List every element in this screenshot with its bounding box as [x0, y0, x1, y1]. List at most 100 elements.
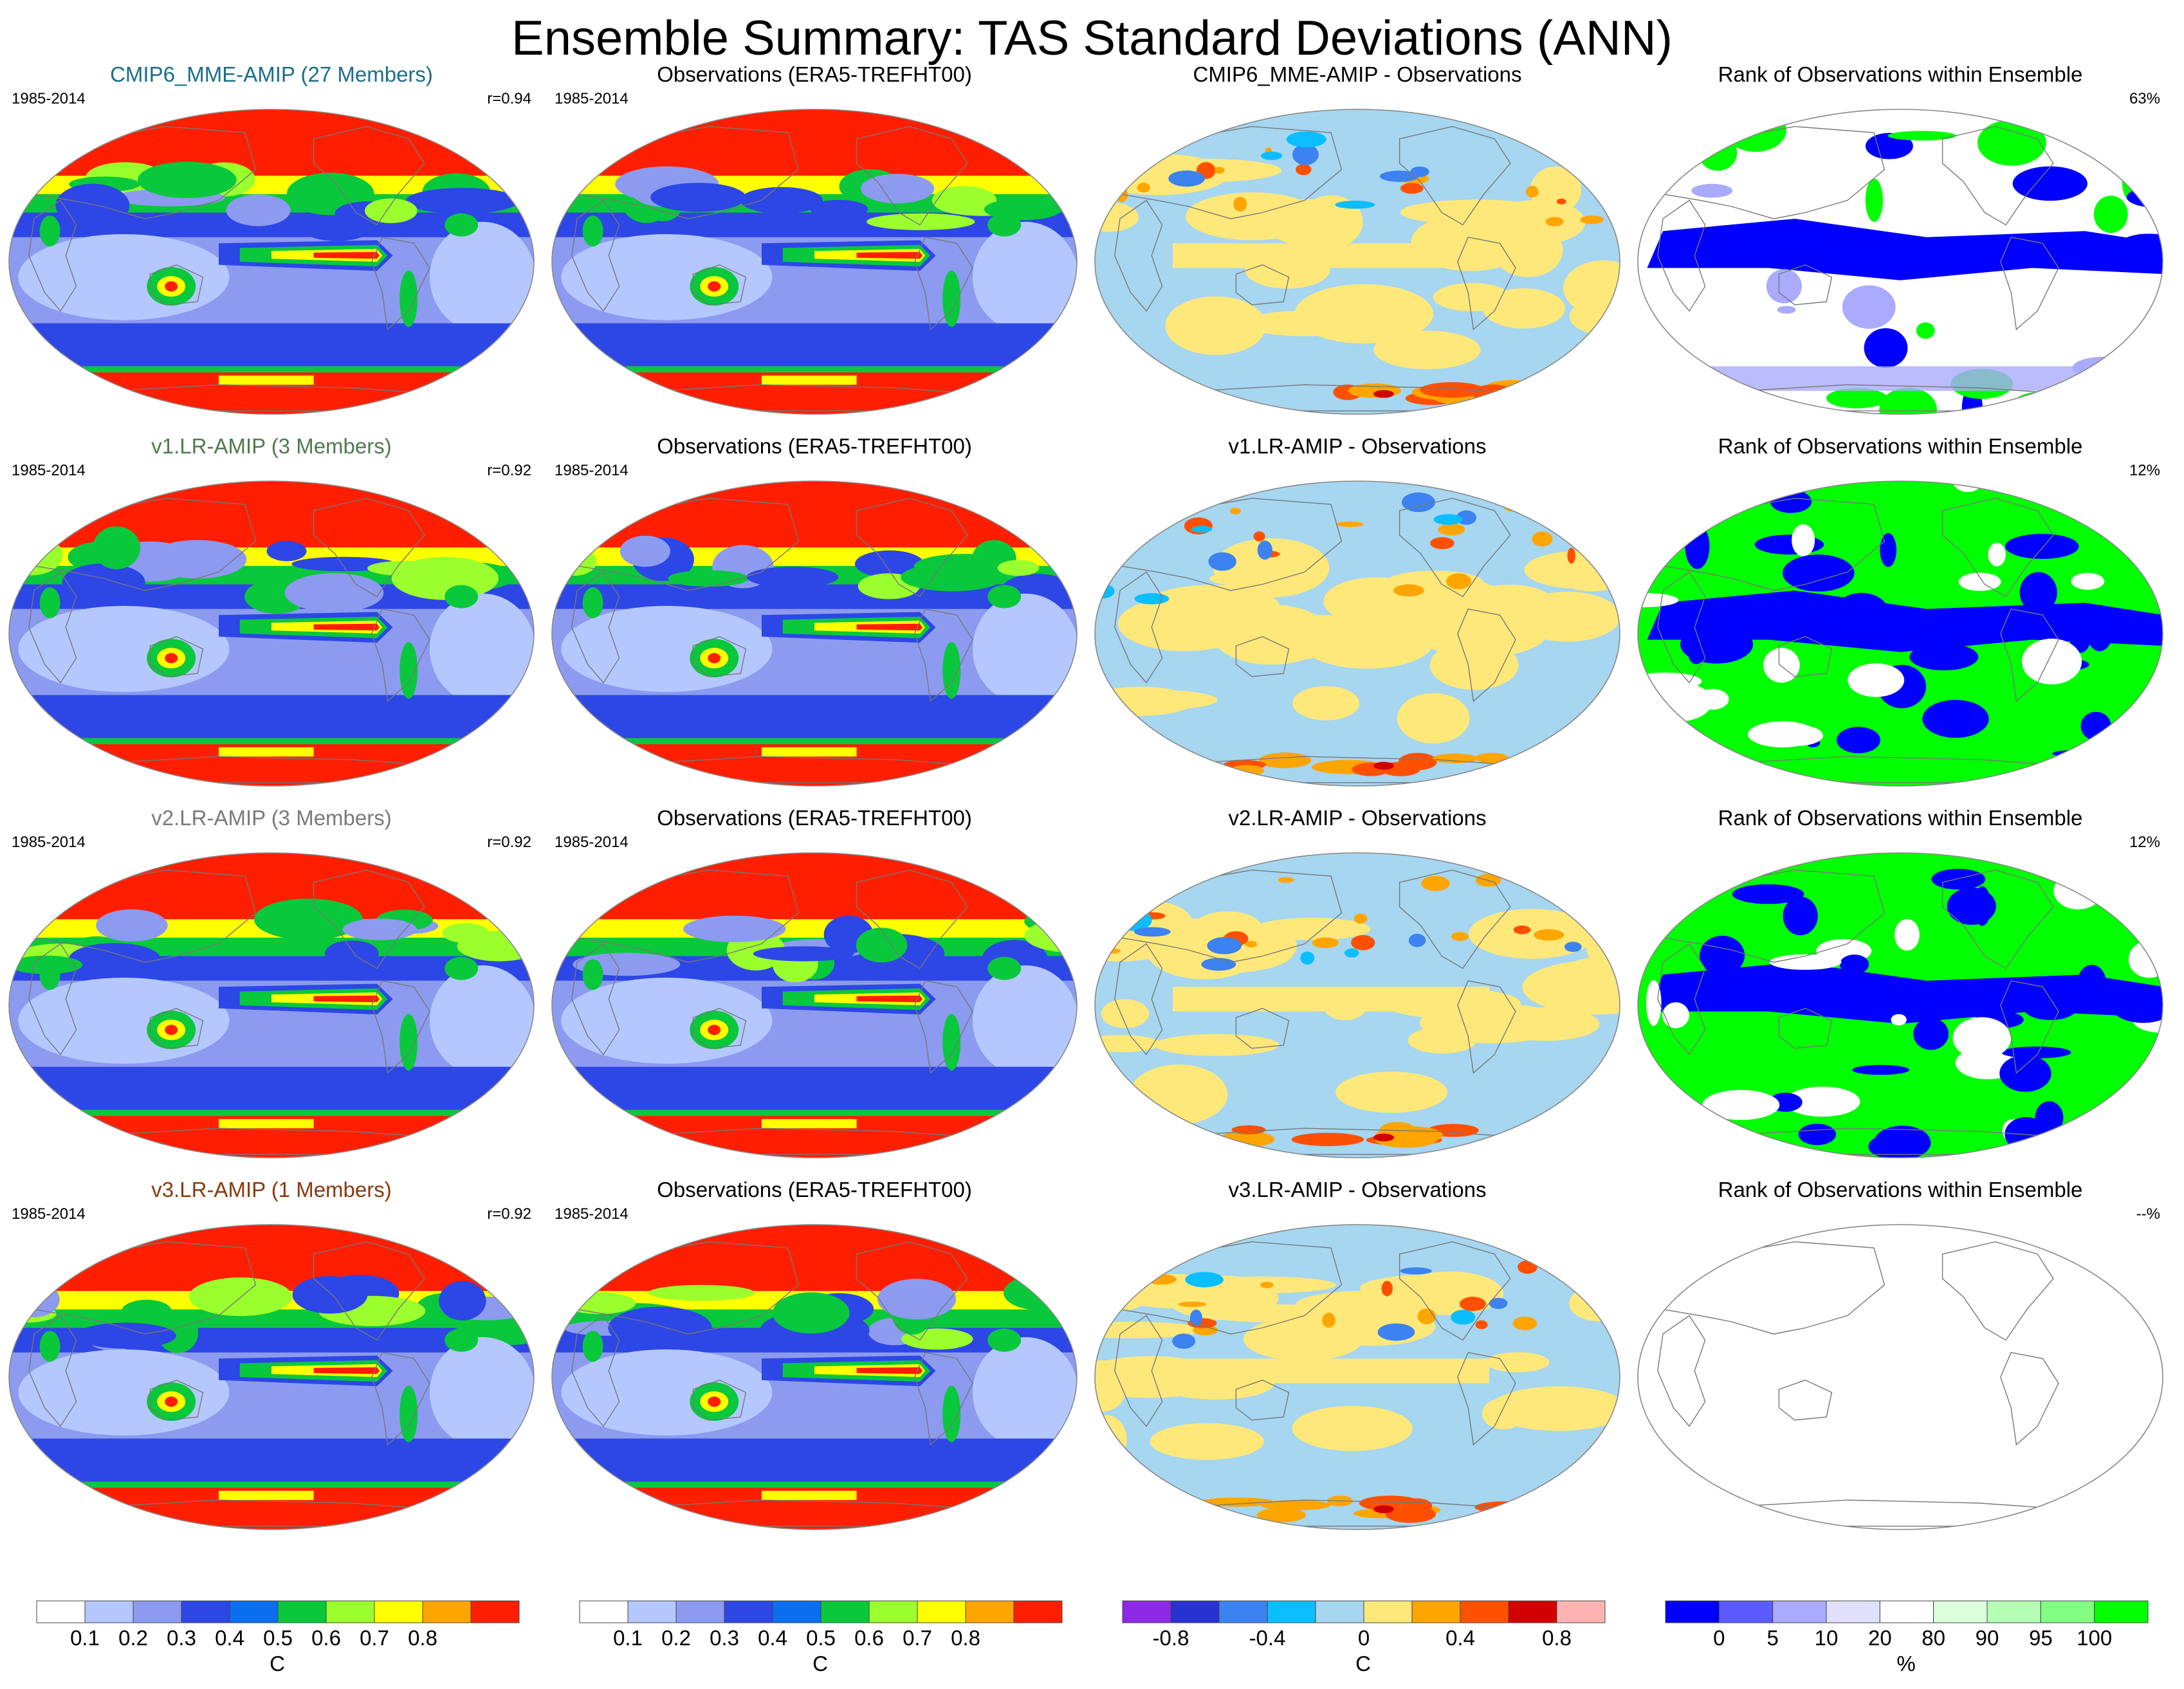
colorbar-tick-label: 0.4: [215, 1626, 244, 1650]
colorbar-swatch: [1363, 1600, 1413, 1623]
colorbar-tick-label: 0.6: [311, 1626, 341, 1650]
rank-percent-label: 63%: [2129, 90, 2160, 107]
colorbar-tick-label: 0.1: [70, 1626, 100, 1650]
map-panel-rank: Rank of Observations within Ensemble 12%: [1637, 434, 2164, 794]
colorbar-swatch: [2094, 1600, 2149, 1623]
panel-title: CMIP6_MME-AMIP - Observations: [1193, 62, 1522, 86]
panel-title: Observations (ERA5-TREFHT00): [657, 434, 972, 458]
rank-percent-label: 12%: [2129, 462, 2160, 479]
obs-map: [551, 1224, 1078, 1530]
period-label: 1985-2014: [555, 1205, 629, 1223]
colorbar-swatches: [1122, 1600, 1606, 1623]
colorbar-swatch: [627, 1600, 677, 1623]
colorbar-swatches: [36, 1600, 520, 1623]
colorbar-swatch: [1933, 1600, 1988, 1623]
correlation-label: r=0.94: [487, 90, 531, 107]
colorbar-swatch: [229, 1600, 279, 1623]
colorbar-unit: C: [812, 1652, 828, 1675]
map-panel-diff: v3.LR-AMIP - Observations: [1094, 1177, 1621, 1537]
panel-title: v1.LR-AMIP (3 Members): [151, 434, 392, 458]
colorbar-tick-label: 0.8: [951, 1626, 980, 1650]
diff-map: [1094, 1224, 1620, 1530]
colorbar-2: -0.8 -0.4 0 0.4 0.8 C: [1122, 1600, 1611, 1689]
colorbar-swatch: [326, 1600, 375, 1623]
colorbar-swatch: [181, 1600, 230, 1623]
map-panel-model: v1.LR-AMIP (3 Members) 1985-2014 r=0.92: [8, 434, 535, 794]
model-map: [8, 1224, 535, 1530]
colorbar-swatch: [36, 1600, 86, 1623]
colorbar-swatch: [1665, 1600, 1720, 1623]
period-label: 1985-2014: [12, 462, 86, 479]
obs-map: [551, 109, 1078, 415]
rank-map: [1637, 1224, 2163, 1530]
colorbar-swatch: [277, 1600, 327, 1623]
colorbar-tick-label: 0.8: [408, 1626, 437, 1650]
colorbar-tick-label: 0.2: [118, 1626, 148, 1650]
model-map: [8, 480, 535, 787]
colorbar-swatch: [422, 1600, 472, 1623]
colorbar-tick-label: 0.1: [613, 1626, 643, 1650]
colorbar-swatch: [1122, 1600, 1171, 1623]
map-panel-diff: v1.LR-AMIP - Observations: [1094, 434, 1621, 794]
diff-map: [1094, 109, 1620, 415]
map-panel-rank: Rank of Observations within Ensemble 63%: [1637, 62, 2164, 422]
colorbar-swatch: [579, 1600, 629, 1623]
correlation-label: r=0.92: [487, 1205, 531, 1223]
model-map: [8, 852, 535, 1158]
colorbar-unit: C: [1355, 1652, 1371, 1675]
colorbar-swatch: [1267, 1600, 1316, 1623]
panel-title: v3.LR-AMIP (1 Members): [151, 1178, 392, 1201]
colorbar-swatch: [772, 1600, 821, 1623]
colorbar-swatch: [1556, 1600, 1606, 1623]
colorbar-unit: %: [1896, 1652, 1916, 1675]
colorbar-swatch: [1013, 1600, 1063, 1623]
colorbar-tick-label: 0.4: [1445, 1626, 1475, 1650]
colorbar-tick-label: 0.7: [903, 1626, 932, 1650]
colorbar-tick-label: 0: [1357, 1626, 1370, 1650]
colorbar-swatch: [374, 1600, 423, 1623]
period-label: 1985-2014: [12, 1205, 86, 1223]
panel-title: v3.LR-AMIP - Observations: [1228, 1178, 1487, 1201]
map-panel-model: v2.LR-AMIP (3 Members) 1985-2014 r=0.92: [8, 805, 535, 1165]
diff-map: [1094, 852, 1620, 1158]
model-map: [8, 109, 535, 415]
colorbar-swatch: [470, 1600, 520, 1623]
period-label: 1985-2014: [555, 834, 629, 851]
colorbar-tick-label: 0.3: [710, 1626, 739, 1650]
colorbar-1: 0.1 0.2 0.3 0.4 0.5 0.6 0.7 0.8 C: [579, 1600, 1068, 1689]
colorbar-tick-label: 0.7: [360, 1626, 389, 1650]
colorbar-swatch: [820, 1600, 870, 1623]
colorbar-tick-label: -0.4: [1249, 1626, 1286, 1650]
map-panel-obs: Observations (ERA5-TREFHT00) 1985-2014: [551, 805, 1078, 1165]
correlation-label: r=0.92: [487, 834, 531, 851]
panel-title: v2.LR-AMIP - Observations: [1228, 806, 1487, 830]
colorbar-tick-label: 0.3: [167, 1626, 196, 1650]
colorbar-swatch: [868, 1600, 918, 1623]
rank-percent-label: 12%: [2129, 834, 2160, 851]
colorbar-tick-label: 10: [1814, 1626, 1839, 1650]
rank-map: [1637, 480, 2163, 787]
colorbar-tick-label: 0.5: [263, 1626, 293, 1650]
colorbar-tick-label: 0: [1713, 1626, 1725, 1650]
figure-title: Ensemble Summary: TAS Standard Deviation…: [511, 11, 1673, 66]
colorbar-swatch: [1826, 1600, 1880, 1623]
panel-title: Rank of Observations within Ensemble: [1718, 62, 2083, 86]
rank-map: [1637, 852, 2163, 1158]
period-label: 1985-2014: [555, 462, 629, 479]
period-label: 1985-2014: [12, 90, 86, 107]
period-label: 1985-2014: [555, 90, 629, 107]
colorbar-tick-label: 0.6: [854, 1626, 884, 1650]
panel-title: Rank of Observations within Ensemble: [1718, 806, 2083, 830]
colorbar-swatch: [724, 1600, 773, 1623]
panel-title: Rank of Observations within Ensemble: [1718, 1178, 2083, 1201]
panel-title: Observations (ERA5-TREFHT00): [657, 62, 972, 86]
colorbar-tick-label: 5: [1766, 1626, 1779, 1650]
colorbar-swatch: [1772, 1600, 1827, 1623]
colorbar-unit: C: [270, 1652, 285, 1675]
colorbar-swatch: [1411, 1600, 1461, 1623]
panel-title: Observations (ERA5-TREFHT00): [657, 806, 972, 830]
colorbar-tick-label: 80: [1922, 1626, 1946, 1650]
colorbar-0: 0.1 0.2 0.3 0.4 0.5 0.6 0.7 0.8 C: [36, 1600, 525, 1689]
correlation-label: r=0.92: [487, 462, 531, 479]
colorbar-swatch: [965, 1600, 1014, 1623]
